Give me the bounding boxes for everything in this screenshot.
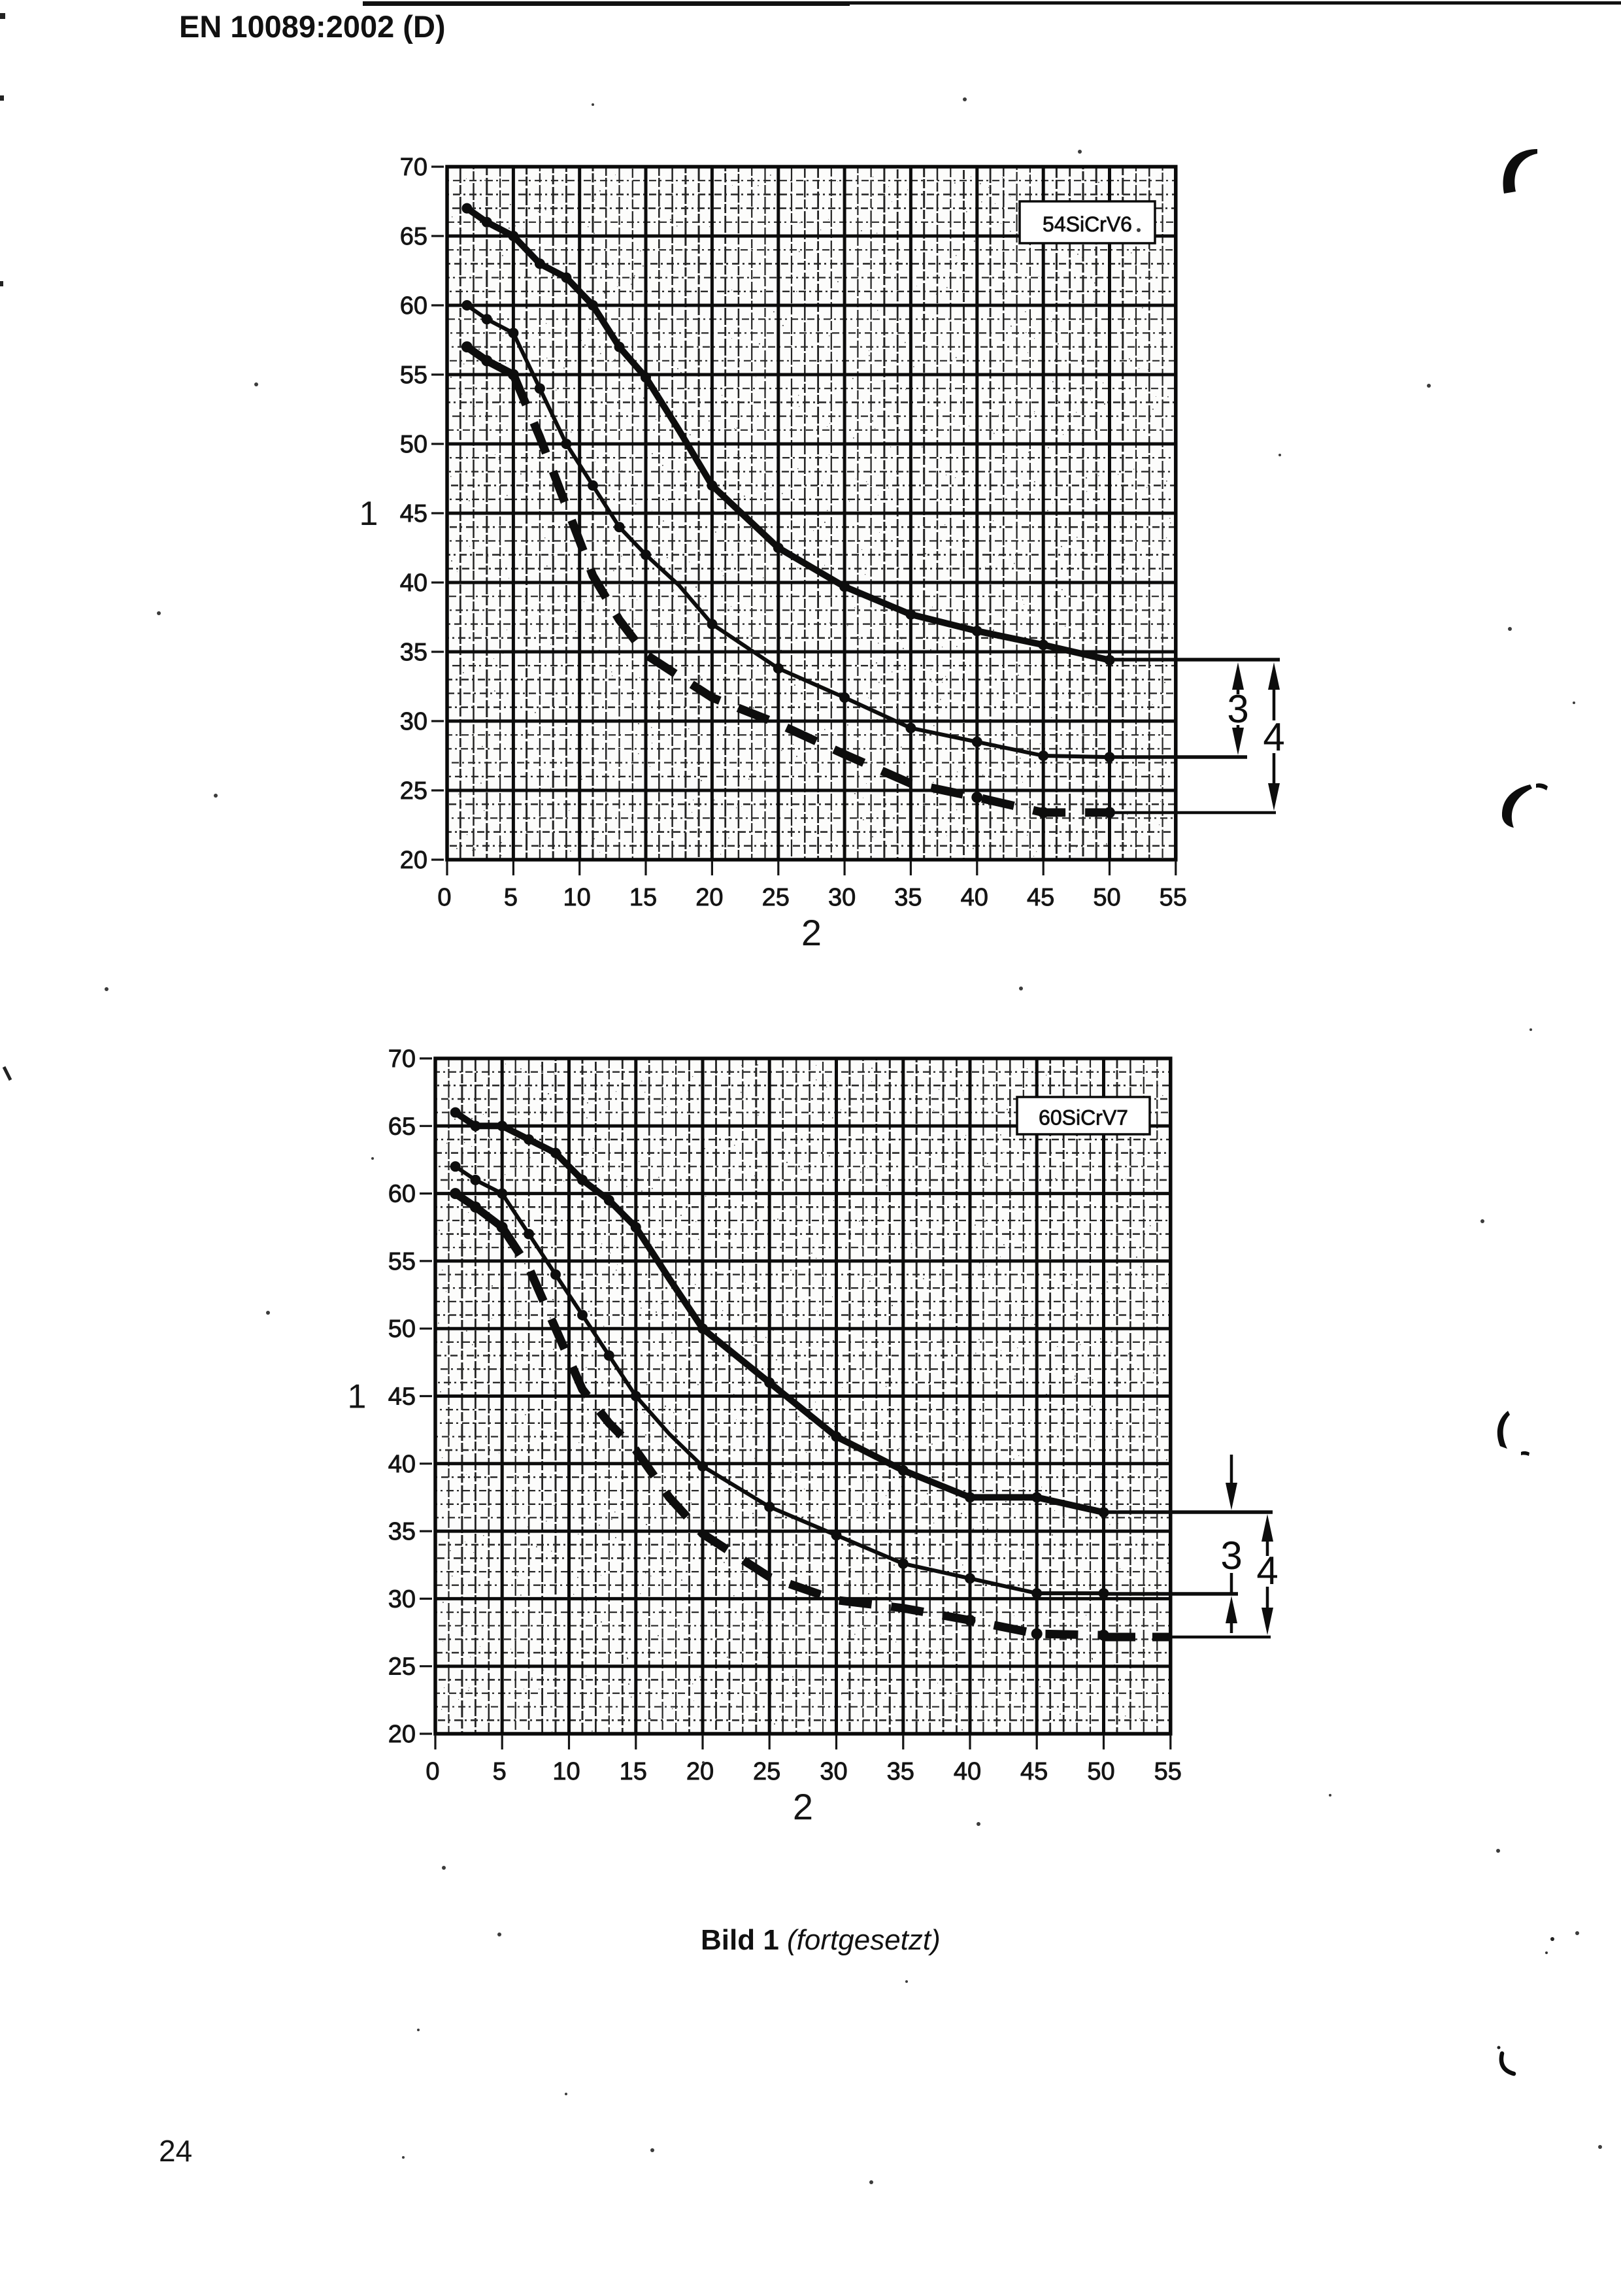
- svg-text:35: 35: [400, 639, 427, 666]
- svg-text:55: 55: [388, 1248, 416, 1275]
- svg-text:4: 4: [1256, 1549, 1278, 1593]
- svg-text:Bild 1 (fortgesetzt): Bild 1 (fortgesetzt): [701, 1924, 941, 1956]
- svg-text:45: 45: [1027, 884, 1054, 911]
- svg-text:30: 30: [820, 1758, 847, 1785]
- svg-text:55: 55: [400, 362, 427, 389]
- svg-text:40: 40: [961, 884, 988, 911]
- svg-text:EN 10089:2002 (D): EN 10089:2002 (D): [179, 9, 446, 44]
- svg-text:0: 0: [437, 884, 451, 911]
- svg-text:60SiCrV7: 60SiCrV7: [1039, 1106, 1128, 1130]
- svg-text:25: 25: [753, 1758, 780, 1785]
- svg-text:30: 30: [388, 1585, 416, 1613]
- svg-text:35: 35: [388, 1518, 416, 1545]
- svg-text:0: 0: [426, 1758, 439, 1785]
- svg-text:45: 45: [1020, 1758, 1048, 1785]
- svg-text:45: 45: [388, 1383, 416, 1411]
- svg-text:55: 55: [1160, 884, 1187, 911]
- svg-text:20: 20: [388, 1721, 416, 1748]
- svg-text:60: 60: [400, 292, 427, 320]
- svg-text:15: 15: [629, 884, 657, 911]
- svg-text:5: 5: [493, 1758, 507, 1785]
- svg-text:1: 1: [348, 1378, 367, 1416]
- svg-text:70: 70: [388, 1045, 416, 1073]
- svg-text:50: 50: [388, 1315, 416, 1343]
- svg-text:35: 35: [887, 1758, 914, 1785]
- svg-text:54SiCrV6: 54SiCrV6: [1043, 212, 1132, 236]
- svg-text:55: 55: [1154, 1758, 1182, 1785]
- svg-text:60: 60: [388, 1181, 416, 1208]
- svg-text:3: 3: [1220, 1534, 1242, 1578]
- svg-text:4: 4: [1263, 715, 1284, 759]
- svg-text:65: 65: [400, 223, 427, 250]
- svg-text:20: 20: [400, 847, 427, 874]
- svg-text:2: 2: [793, 1786, 813, 1827]
- svg-text:30: 30: [400, 708, 427, 735]
- svg-text:70: 70: [400, 154, 427, 181]
- svg-text:40: 40: [400, 569, 427, 597]
- svg-text:40: 40: [388, 1451, 416, 1478]
- svg-text:30: 30: [828, 884, 856, 911]
- svg-text:1: 1: [359, 495, 378, 533]
- svg-text:45: 45: [400, 500, 427, 528]
- svg-text:24: 24: [159, 2134, 192, 2168]
- svg-text:35: 35: [894, 884, 922, 911]
- svg-text:5: 5: [504, 884, 518, 911]
- svg-text:50: 50: [1093, 884, 1120, 911]
- svg-text:15: 15: [620, 1758, 647, 1785]
- svg-text:40: 40: [954, 1758, 981, 1785]
- svg-text:3: 3: [1227, 687, 1248, 731]
- svg-text:25: 25: [388, 1653, 416, 1681]
- svg-text:20: 20: [686, 1758, 714, 1785]
- svg-text:65: 65: [388, 1113, 416, 1140]
- svg-text:10: 10: [552, 1758, 580, 1785]
- svg-text:50: 50: [400, 431, 427, 458]
- svg-text:10: 10: [563, 884, 591, 911]
- svg-text:25: 25: [762, 884, 790, 911]
- svg-text:50: 50: [1087, 1758, 1114, 1785]
- svg-text:2: 2: [801, 912, 822, 953]
- svg-text:20: 20: [695, 884, 723, 911]
- svg-text:25: 25: [400, 777, 427, 805]
